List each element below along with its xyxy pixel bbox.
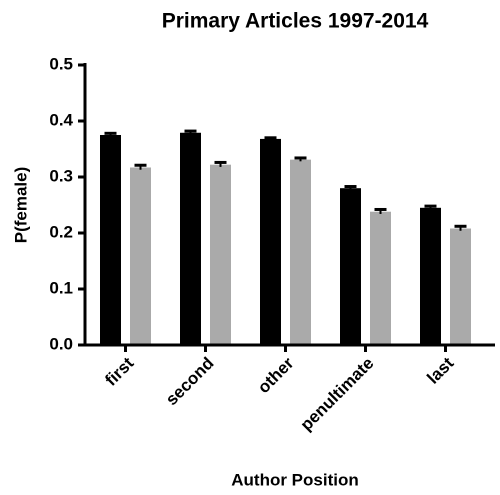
x-tick-label: other [254,353,298,397]
chart-title: Primary Articles 1997-2014 [162,10,429,33]
y-tick-label: 0.0 [49,334,73,353]
bar [290,159,311,345]
bar [340,188,361,345]
bar [450,228,471,345]
x-tick-label: first [101,353,137,389]
bar [210,164,231,345]
bar [260,138,281,345]
x-tick-label: penultimate [297,354,378,435]
bar [370,211,391,345]
bar [130,167,151,345]
x-tick-label: second [162,354,218,410]
y-tick-label: 0.3 [49,166,73,185]
bar [180,132,201,345]
y-axis-label: P(female) [11,167,30,244]
y-tick-label: 0.4 [49,110,73,129]
y-tick-label: 0.2 [49,222,73,241]
x-tick-label: last [423,353,457,387]
bar [420,207,441,345]
y-tick-label: 0.5 [49,54,73,73]
y-tick-label: 0.1 [49,278,73,297]
x-axis-label: Author Position [231,470,358,489]
bar [100,135,121,345]
